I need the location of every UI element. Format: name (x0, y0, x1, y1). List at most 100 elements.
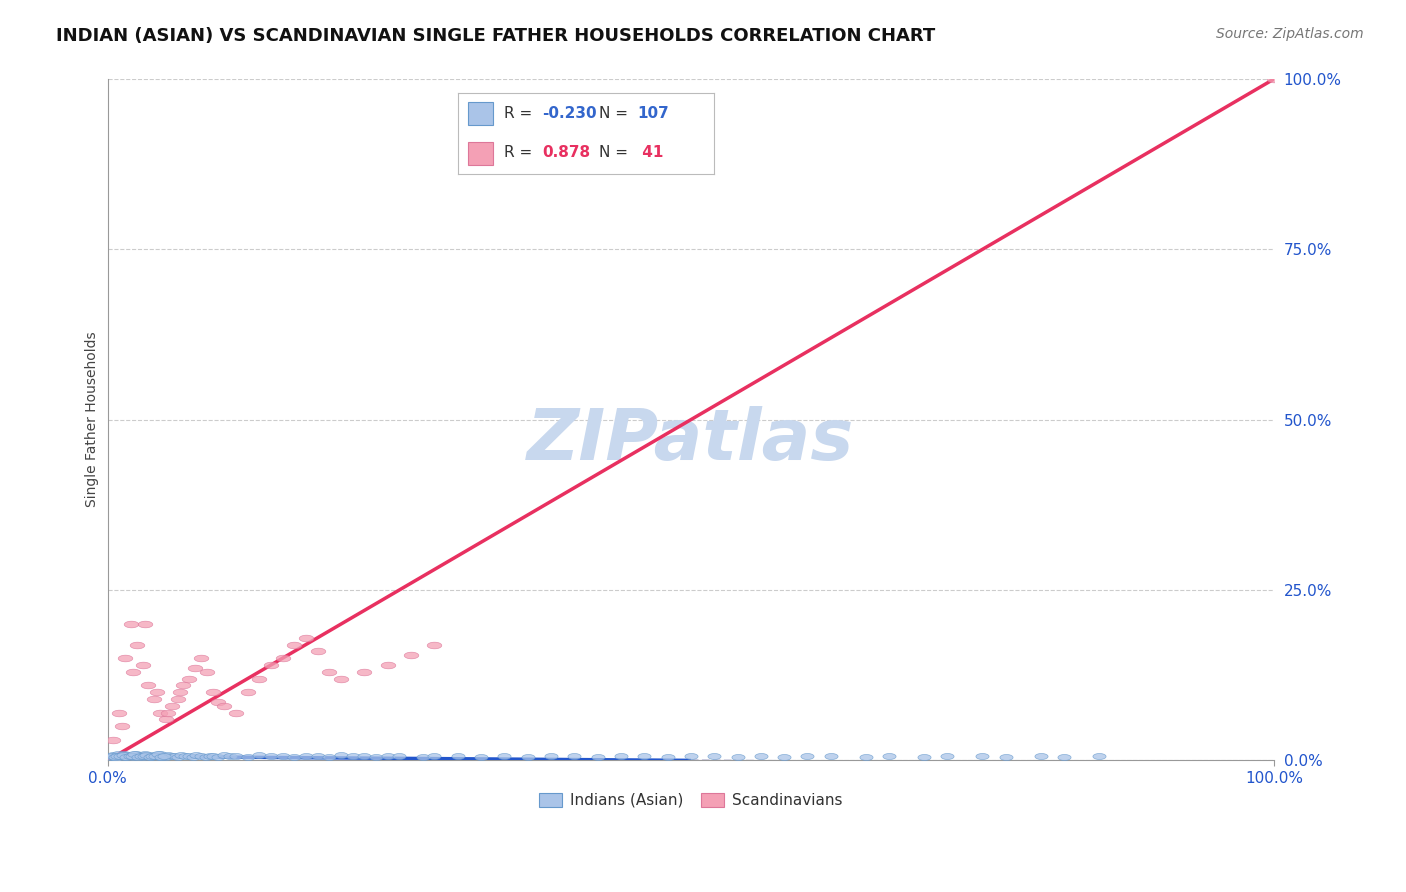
Point (136, 749, 159, 764)
Point (994, 750, 1017, 764)
Point (633, 749, 655, 764)
Point (179, 672, 201, 686)
Point (773, 750, 796, 764)
Point (470, 750, 492, 764)
Point (128, 748, 150, 763)
Point (703, 749, 725, 764)
Point (114, 750, 136, 764)
Point (103, 733, 125, 747)
Point (342, 749, 364, 764)
Point (562, 749, 585, 764)
Point (657, 750, 679, 764)
Point (155, 750, 177, 764)
Point (181, 750, 204, 764)
Point (160, 749, 183, 764)
Point (446, 748, 468, 763)
Point (139, 750, 162, 764)
Point (195, 665, 218, 679)
Point (318, 665, 340, 679)
Point (138, 750, 160, 764)
Point (610, 748, 633, 763)
Point (166, 750, 188, 764)
Point (103, 747, 125, 762)
Point (117, 749, 139, 764)
Point (155, 713, 177, 727)
Point (153, 748, 176, 763)
Point (586, 750, 609, 764)
Point (100, 750, 122, 764)
Legend: Indians (Asian), Scandinavians: Indians (Asian), Scandinavians (533, 787, 849, 814)
Point (260, 749, 283, 764)
Point (912, 750, 935, 764)
Point (207, 750, 229, 764)
Point (105, 748, 128, 763)
Text: ZIPatlas: ZIPatlas (527, 406, 855, 475)
Point (125, 638, 148, 652)
Point (295, 631, 318, 645)
Point (236, 685, 259, 699)
Point (247, 747, 270, 762)
Point (111, 749, 134, 764)
Point (283, 638, 305, 652)
Point (186, 747, 208, 762)
Point (125, 749, 148, 764)
Point (148, 750, 170, 764)
Point (307, 644, 329, 658)
Point (727, 750, 749, 764)
Point (388, 748, 411, 763)
Point (131, 658, 153, 673)
Point (353, 665, 375, 679)
Point (207, 696, 229, 710)
Text: Source: ZipAtlas.com: Source: ZipAtlas.com (1216, 27, 1364, 41)
Point (972, 749, 994, 764)
Point (124, 747, 146, 762)
Point (120, 617, 142, 632)
Point (1029, 749, 1052, 764)
Point (104, 750, 127, 764)
Point (143, 749, 166, 764)
Point (877, 749, 900, 764)
Text: INDIAN (ASIAN) VS SCANDINAVIAN SINGLE FATHER HOUSEHOLDS CORRELATION CHART: INDIAN (ASIAN) VS SCANDINAVIAN SINGLE FA… (56, 27, 935, 45)
Point (166, 692, 188, 706)
Point (169, 685, 191, 699)
Point (749, 749, 772, 764)
Point (377, 658, 399, 673)
Point (679, 748, 702, 763)
Point (423, 638, 446, 652)
Point (283, 750, 305, 764)
Point (820, 749, 842, 764)
Point (145, 685, 167, 699)
Point (157, 706, 180, 720)
Point (114, 651, 136, 665)
Point (146, 747, 169, 762)
Point (170, 747, 193, 762)
Point (494, 749, 516, 764)
Point (138, 678, 160, 692)
Point (190, 749, 212, 764)
Point (111, 747, 134, 762)
Point (101, 749, 124, 764)
Point (104, 750, 127, 764)
Point (179, 748, 201, 763)
Point (145, 749, 167, 764)
Point (260, 658, 283, 673)
Point (120, 748, 142, 763)
Point (132, 749, 155, 764)
Point (194, 750, 217, 764)
Point (247, 672, 270, 686)
Point (225, 706, 247, 720)
Point (142, 747, 165, 762)
Point (377, 749, 399, 764)
Point (152, 749, 174, 764)
Point (173, 749, 195, 764)
Point (190, 651, 212, 665)
Point (138, 748, 160, 763)
Point (329, 672, 352, 686)
Point (855, 750, 877, 764)
Point (271, 748, 294, 763)
Point (149, 706, 172, 720)
Point (516, 750, 538, 764)
Point (172, 678, 194, 692)
Point (307, 748, 329, 763)
Point (111, 719, 134, 733)
